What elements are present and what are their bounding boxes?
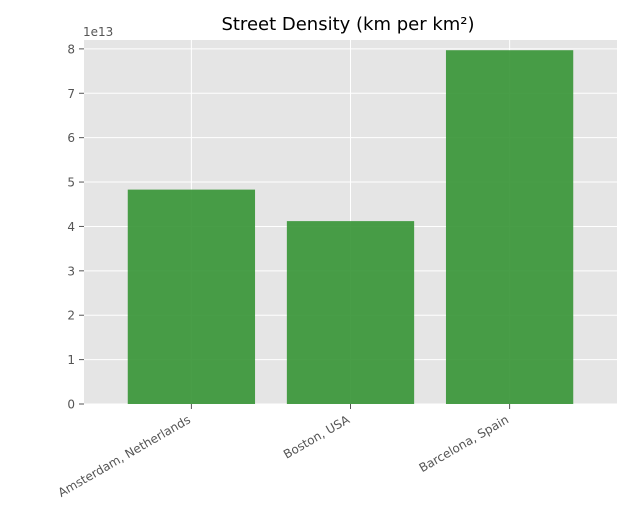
bar — [445, 50, 574, 405]
y-axis: 0 1 2 3 4 5 6 7 8 — [67, 42, 84, 412]
x-axis: Amsterdam, Netherlands Boston, USA Barcelo… — [56, 404, 511, 500]
y-tick-label: 8 — [67, 42, 75, 56]
bar — [286, 221, 415, 404]
x-tick-label: Boston, USA — [281, 412, 353, 461]
y-tick-label: 5 — [67, 176, 75, 190]
x-tick-label: Barcelona, Spain — [417, 412, 511, 475]
y-tick-label: 4 — [67, 220, 75, 234]
y-tick-label: 7 — [67, 87, 75, 101]
y-tick-label: 1 — [67, 353, 75, 367]
y-tick-label: 3 — [67, 264, 75, 278]
chart-title: Street Density (km per km²) — [221, 14, 474, 35]
y-tick-label: 0 — [67, 398, 75, 412]
y-tick-label: 2 — [67, 309, 75, 323]
y-tick-label: 6 — [67, 131, 75, 145]
y-axis-scale-label: 1e13 — [83, 25, 113, 39]
bars — [127, 50, 574, 405]
x-tick-label: Amsterdam, Netherlands — [56, 412, 193, 499]
bar — [127, 189, 256, 404]
